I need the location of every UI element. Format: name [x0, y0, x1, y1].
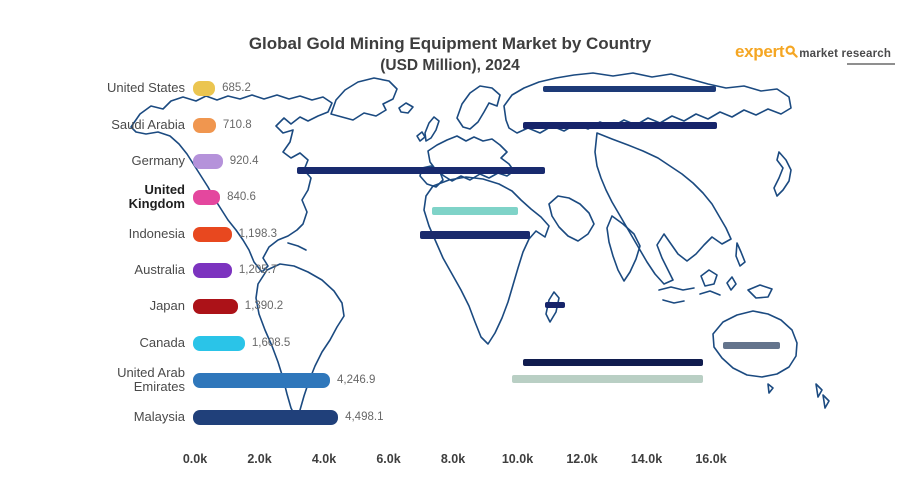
country-bar: [193, 335, 245, 351]
map-streak: [432, 207, 518, 215]
bar-row: Malaysia 4,498.1: [0, 398, 900, 436]
x-axis: 0.0k 2.0k 4.0k 6.0k 8.0k 10.0k 12.0k 14.0k 16.0k: [0, 452, 900, 474]
country-value: 685.2: [222, 82, 251, 94]
country-bar: [193, 153, 223, 169]
map-streak: [523, 359, 703, 366]
country-label: Japan: [149, 297, 185, 313]
x-axis-tick: 2.0k: [247, 452, 272, 466]
bar-row: United Kingdom 840.6: [0, 178, 900, 216]
bar-row: United Arab Emirates 4,246.9: [0, 361, 900, 399]
x-axis-tick: 12.0k: [566, 452, 598, 466]
brand-logo-word2: market research: [799, 48, 892, 60]
map-streak: [723, 342, 780, 349]
country-value: 710.8: [222, 119, 252, 131]
country-value: 4,246.9: [337, 374, 376, 386]
country-label: Saudi Arabia: [111, 116, 185, 132]
country-label: Canada: [139, 334, 185, 350]
country-bar: [193, 117, 216, 133]
x-axis-tick: 14.0k: [630, 452, 663, 466]
x-axis-tick: 4.0k: [311, 452, 337, 466]
bar-row: Indonesia 1,198.3: [0, 215, 900, 253]
country-label: United Arab Emirates: [117, 364, 185, 394]
country-value: 4,498.1: [345, 411, 384, 423]
bar-row: United States 685.2: [0, 69, 900, 107]
chart-title-line2: (USD Million), 2024: [380, 56, 520, 74]
bar-row: Australia 1,205.7: [0, 251, 900, 289]
country-bar: [193, 80, 216, 96]
country-label: Malaysia: [133, 408, 185, 424]
x-axis-tick: 16.0k: [695, 452, 727, 466]
map-streak: [420, 231, 530, 239]
chart-title-line1: Global Gold Mining Equipment Market by C…: [248, 34, 652, 53]
country-bar: [193, 189, 221, 205]
country-value: 1,390.2: [244, 300, 284, 312]
bar-row: Japan 1,390.2: [0, 287, 900, 325]
x-axis-tick: 0.0k: [182, 452, 208, 466]
bar-row: Canada 1,608.5: [0, 324, 900, 362]
country-value: 1,608.5: [251, 337, 291, 349]
x-axis-tick: 8.0k: [440, 452, 466, 466]
map-streak: [543, 86, 716, 92]
country-value: 1,205.7: [238, 264, 278, 276]
bar-row: Germany 920.4: [0, 142, 900, 180]
country-bar: [193, 226, 232, 242]
brand-logo-underline: [847, 63, 895, 65]
country-value: 1,198.3: [238, 228, 277, 240]
map-streak: [512, 375, 703, 383]
brand-logo: expert market research: [735, 42, 895, 65]
map-streak: [297, 167, 545, 174]
country-label: Germany: [131, 152, 185, 168]
country-bar: [193, 409, 339, 425]
bar-row: Saudi Arabia 710.8: [0, 106, 900, 144]
country-bar: [193, 298, 238, 314]
brand-logo-word1: expert: [735, 42, 785, 61]
country-label: Australia: [134, 261, 185, 277]
country-value: 840.6: [227, 191, 256, 203]
country-label: United Kingdom: [128, 181, 185, 211]
country-bar: [193, 372, 330, 388]
map-streak: [545, 302, 565, 308]
x-axis-tick: 6.0k: [376, 452, 401, 466]
country-bar: [193, 262, 232, 278]
country-value: 920.4: [229, 155, 259, 167]
x-axis-tick: 10.0k: [501, 452, 534, 466]
country-label: United States: [106, 79, 185, 95]
country-label: Indonesia: [128, 225, 185, 241]
magnifier-icon: [785, 45, 798, 58]
map-streak: [523, 122, 717, 129]
chart-title: Global Gold Mining Equipment Market by C…: [0, 33, 900, 77]
